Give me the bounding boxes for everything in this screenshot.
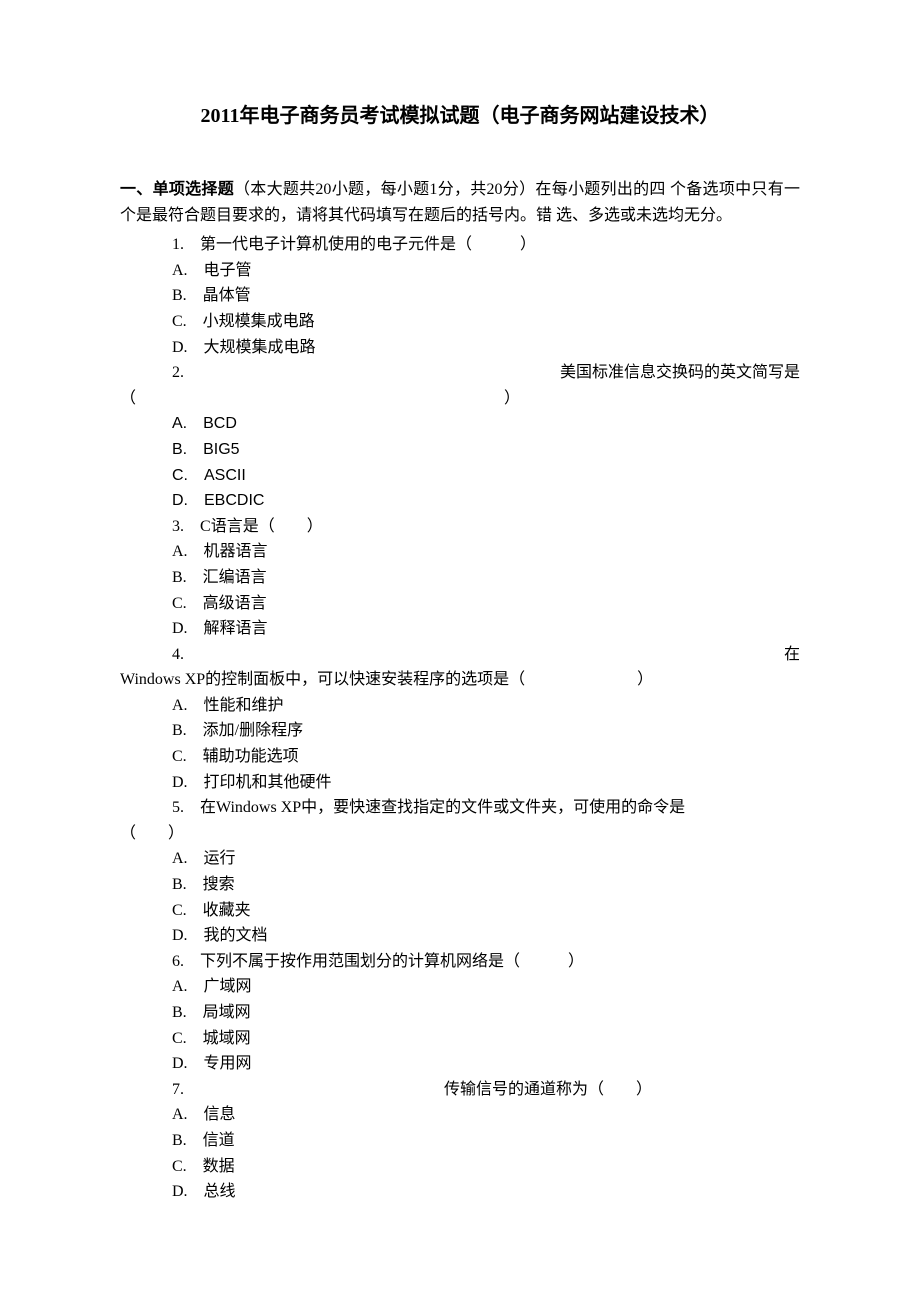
q5-stem: 在Windows XP中，要快速查找指定的文件或文件夹，可使用的命令是 <box>200 799 685 816</box>
q3-option-c: C. 高级语言 <box>172 591 800 617</box>
question-5: 5. 在Windows XP中，要快速查找指定的文件或文件夹，可使用的命令是 （… <box>120 795 800 949</box>
q4-option-a: A. 性能和维护 <box>172 693 800 719</box>
q1-option-a: A. 电子管 <box>172 258 800 284</box>
q2-option-d: D. EBCDIC <box>172 488 800 514</box>
q3-option-a: A. 机器语言 <box>172 539 800 565</box>
q2-option-b: B. BIG5 <box>172 437 800 463</box>
q1-option-d: D. 大规模集成电路 <box>172 335 800 361</box>
q2-number: 2. <box>172 360 184 386</box>
q2-continuation: （ ） <box>120 386 800 412</box>
q5-option-a: A. 运行 <box>172 846 800 872</box>
section-label: 一、单项选择题 <box>120 181 234 198</box>
q7-stem: 传输信号的通道称为（ ） <box>444 1077 652 1103</box>
q7-option-d: D. 总线 <box>172 1179 800 1205</box>
q7-number: 7. <box>172 1077 184 1103</box>
question-1: 1. 第一代电子计算机使用的电子元件是（ ） A. 电子管 B. 晶体管 C. … <box>120 232 800 360</box>
q3-number: 3. <box>172 514 184 540</box>
q6-option-b: B. 局域网 <box>172 1000 800 1026</box>
question-7: 7. 传输信号的通道称为（ ） A. 信息 B. 信道 C. 数据 D. 总线 <box>120 1077 800 1205</box>
q5-number: 5. <box>172 795 184 821</box>
q6-option-a: A. 广域网 <box>172 974 800 1000</box>
q6-option-d: D. 专用网 <box>172 1051 800 1077</box>
q4-option-d: D. 打印机和其他硬件 <box>172 770 800 796</box>
question-6: 6. 下列不属于按作用范围划分的计算机网络是（ ） A. 广域网 B. 局域网 … <box>120 949 800 1077</box>
q6-number: 6. <box>172 949 184 975</box>
q4-stem: 在 <box>784 642 800 668</box>
q2-stem: 美国标准信息交换码的英文简写是 <box>560 360 800 386</box>
q1-option-c: C. 小规模集成电路 <box>172 309 800 335</box>
q3-option-d: D. 解释语言 <box>172 616 800 642</box>
q7-option-b: B. 信道 <box>172 1128 800 1154</box>
q4-option-b: B. 添加/删除程序 <box>172 718 800 744</box>
q5-continuation: （ ） <box>120 821 800 847</box>
q1-option-b: B. 晶体管 <box>172 283 800 309</box>
q4-number: 4. <box>172 642 184 668</box>
q3-stem: C语言是（ ） <box>200 518 323 535</box>
q5-option-c: C. 收藏夹 <box>172 898 800 924</box>
question-3: 3. C语言是（ ） A. 机器语言 B. 汇编语言 C. 高级语言 D. 解释… <box>120 514 800 642</box>
q5-option-d: D. 我的文档 <box>172 923 800 949</box>
q3-option-b: B. 汇编语言 <box>172 565 800 591</box>
q2-option-c: C. ASCII <box>172 463 800 489</box>
question-4: 4. 在 Windows XP的控制面板中，可以快速安装程序的选项是（ ） A.… <box>120 642 800 796</box>
q1-stem: 第一代电子计算机使用的电子元件是（ ） <box>200 236 536 253</box>
q1-number: 1. <box>172 232 184 258</box>
q7-option-a: A. 信息 <box>172 1102 800 1128</box>
exam-title: 2011年电子商务员考试模拟试题（电子商务网站建设技术） <box>120 100 800 132</box>
q6-stem: 下列不属于按作用范围划分的计算机网络是（ ） <box>200 953 584 970</box>
q4-option-c: C. 辅助功能选项 <box>172 744 800 770</box>
q5-option-b: B. 搜索 <box>172 872 800 898</box>
q7-option-c: C. 数据 <box>172 1154 800 1180</box>
q6-option-c: C. 城域网 <box>172 1026 800 1052</box>
question-2: 2. 美国标准信息交换码的英文简写是 （ ） A. BCD B. BIG5 C.… <box>120 360 800 514</box>
q4-continuation: Windows XP的控制面板中，可以快速安装程序的选项是（ ） <box>120 667 800 693</box>
section-header: 一、单项选择题（本大题共20小题，每小题1分，共20分）在每小题列出的四 个备选… <box>120 177 800 228</box>
q2-option-a: A. BCD <box>172 411 800 437</box>
